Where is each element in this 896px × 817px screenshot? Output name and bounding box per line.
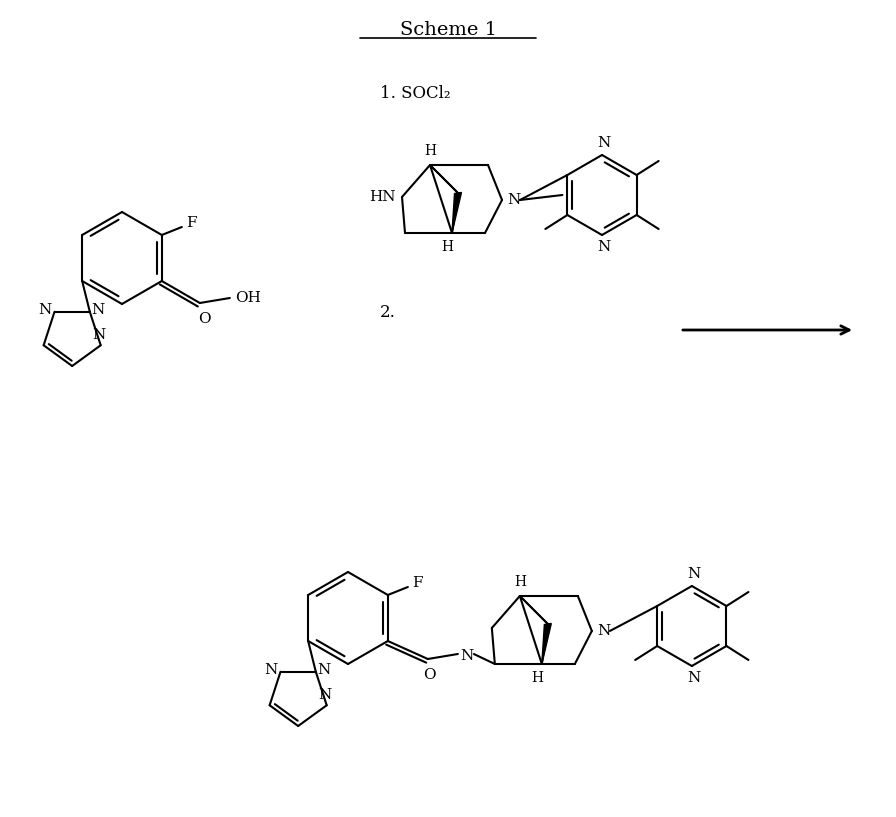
Polygon shape	[520, 596, 550, 627]
Polygon shape	[430, 165, 461, 195]
Text: N: N	[264, 663, 277, 676]
Text: O: O	[199, 312, 211, 326]
Text: HN: HN	[369, 190, 395, 204]
Text: N: N	[598, 240, 611, 254]
Text: N: N	[38, 303, 51, 317]
Text: N: N	[687, 671, 701, 685]
Text: O: O	[424, 668, 436, 682]
Text: Scheme 1: Scheme 1	[400, 21, 496, 39]
Text: N: N	[598, 136, 611, 150]
Text: N: N	[92, 328, 106, 342]
Text: 2.: 2.	[380, 303, 396, 320]
Text: H: H	[530, 671, 543, 685]
Text: 1. SOCl₂: 1. SOCl₂	[380, 84, 451, 101]
Text: F: F	[412, 576, 423, 590]
Polygon shape	[542, 623, 551, 664]
Text: N: N	[507, 193, 521, 207]
Text: H: H	[441, 240, 453, 254]
Text: N: N	[461, 649, 473, 663]
Text: N: N	[687, 567, 701, 581]
Polygon shape	[452, 193, 461, 233]
Text: F: F	[186, 216, 197, 230]
Text: OH: OH	[235, 291, 261, 305]
Text: N: N	[598, 624, 610, 638]
Text: H: H	[424, 144, 436, 158]
Text: N: N	[318, 688, 332, 703]
Text: N: N	[91, 303, 105, 317]
Text: H: H	[513, 575, 526, 589]
Text: N: N	[317, 663, 331, 676]
